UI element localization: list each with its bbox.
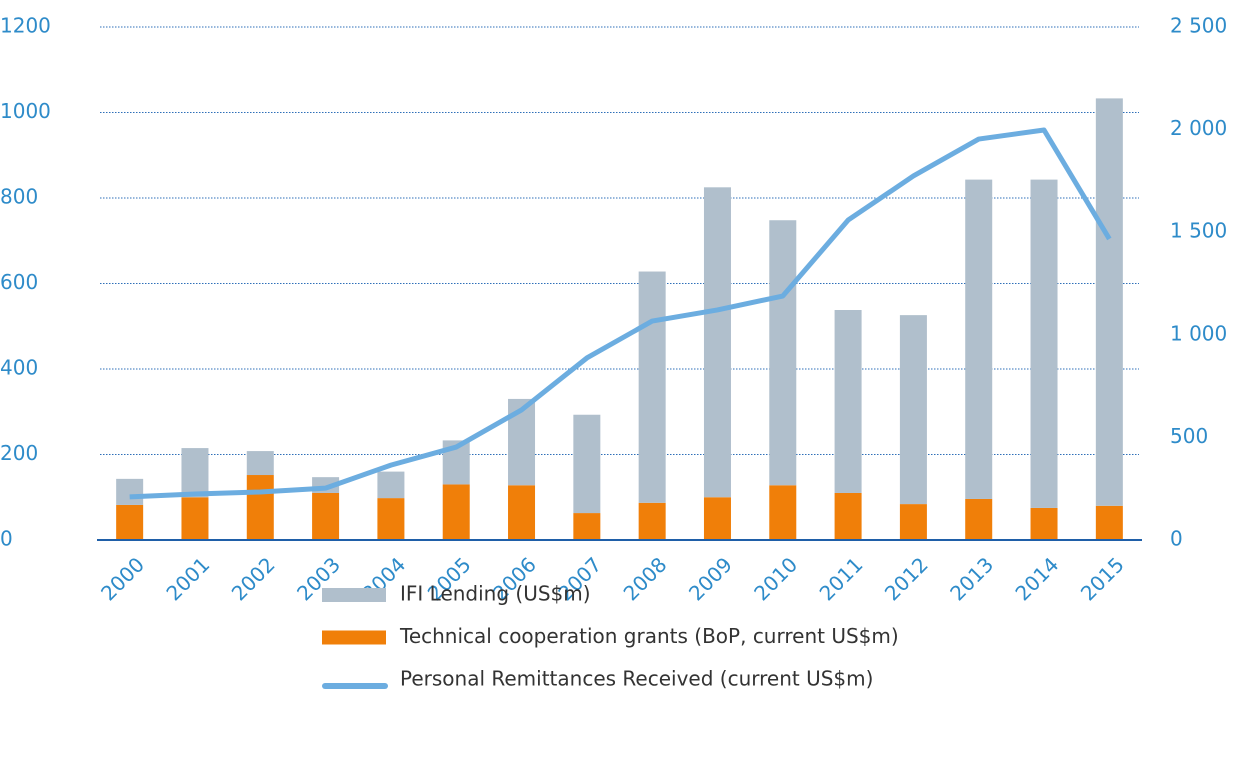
x-tick-label: 2010 <box>749 552 802 605</box>
bar <box>1030 179 1058 508</box>
y-tick-label: 1200 <box>0 14 51 38</box>
y-tick-label: 600 <box>0 270 38 294</box>
legend-swatch <box>322 588 386 602</box>
legend-swatch <box>322 630 386 645</box>
y2-tick-label: 500 <box>1170 424 1208 448</box>
bar <box>834 310 862 493</box>
y2-tick-label: 2 500 <box>1170 14 1227 38</box>
x-tick-label: 2000 <box>96 552 149 605</box>
legend-label: IFI Lending (US$m) <box>400 582 591 606</box>
y2-tick-label: 0 <box>1170 527 1183 551</box>
bar <box>899 315 927 505</box>
x-tick-label: 2013 <box>945 552 998 605</box>
x-tick-label: 2001 <box>161 552 214 605</box>
y2-tick-label: 1 500 <box>1170 219 1227 243</box>
bar <box>181 497 209 540</box>
bar <box>769 220 797 486</box>
bar <box>573 513 601 540</box>
line <box>129 127 1112 500</box>
bar <box>181 448 209 498</box>
bar <box>899 504 927 540</box>
bar <box>377 471 405 499</box>
bar <box>638 271 666 503</box>
bar <box>508 485 536 540</box>
y-tick-label: 800 <box>0 185 38 209</box>
bar <box>965 179 993 499</box>
bar <box>246 451 274 476</box>
bar <box>246 475 274 540</box>
bar <box>1095 505 1123 540</box>
y-tick-label: 400 <box>0 356 38 380</box>
bar <box>573 414 601 514</box>
x-tick-label: 2012 <box>880 552 933 605</box>
bar <box>703 187 731 498</box>
bar <box>116 478 144 505</box>
bar <box>116 504 144 540</box>
bar <box>965 498 993 540</box>
bar <box>1030 507 1058 540</box>
y-tick-label: 1000 <box>0 99 51 123</box>
bar <box>1095 98 1123 506</box>
x-tick-label: 2011 <box>815 552 868 605</box>
legend-label: Technical cooperation grants (BoP, curre… <box>399 624 899 648</box>
x-tick-label: 2015 <box>1076 552 1129 605</box>
y2-tick-label: 2 000 <box>1170 116 1227 140</box>
y-tick-label: 200 <box>0 441 38 465</box>
bar <box>312 492 340 540</box>
bar <box>638 502 666 540</box>
bar <box>769 485 797 540</box>
legend-label: Personal Remittances Received (current U… <box>400 667 873 691</box>
x-tick-label: 2014 <box>1010 552 1063 605</box>
bar <box>834 492 862 540</box>
bar <box>377 498 405 540</box>
x-tick-label: 2008 <box>619 552 672 605</box>
y2-tick-label: 1 000 <box>1170 321 1227 345</box>
x-tick-label: 2009 <box>684 552 737 605</box>
y-tick-label: 0 <box>0 527 13 551</box>
bar <box>442 484 470 540</box>
x-tick-label: 2002 <box>227 552 280 605</box>
bar <box>703 497 731 540</box>
